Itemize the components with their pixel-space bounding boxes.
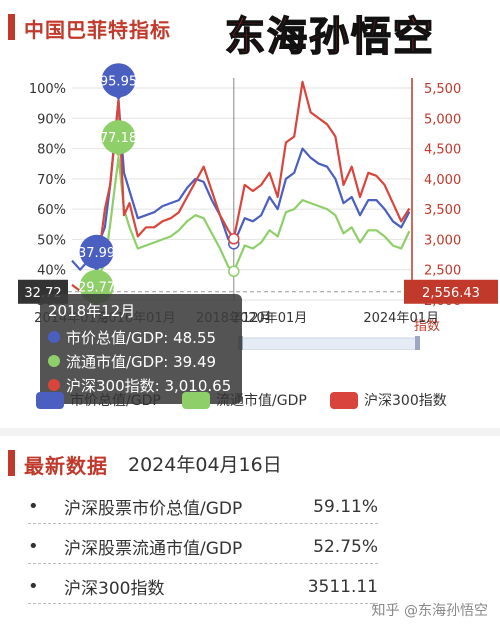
series-line [71, 80, 411, 292]
pin-marker [79, 234, 114, 269]
row-value: 3511.11 [307, 576, 378, 597]
y-left-tick-label: 50% [37, 233, 66, 248]
section-marker [8, 14, 15, 40]
row-label: 沪深股票市价总值/GDP [64, 499, 243, 519]
bullet-icon: • [28, 496, 39, 517]
x-tick-label: 2020年01月 [232, 311, 308, 326]
zoom-slider-handle-right [415, 336, 420, 350]
legend-label: 市价总值/GDP [70, 393, 161, 409]
row-label: 沪深股票流通市值/GDP [64, 539, 243, 559]
latest-date: 2024年04月16日 [128, 454, 282, 476]
y-right-pointer-label: 2,556.43 [422, 286, 480, 301]
legend-swatch-icon [330, 391, 358, 409]
zoom-slider-track [239, 337, 419, 350]
section-title: 中国巴菲特指标 [24, 18, 171, 42]
tooltip-row-float: 流通市值/GDP: 39.49 [48, 349, 234, 373]
row-label: 沪深300指数 [64, 579, 165, 599]
brand-title: 东海孙悟空 [224, 13, 435, 61]
legend-item-total-cap[interactable]: 市价总值/GDP [36, 390, 161, 410]
bullet-icon: • [28, 536, 39, 557]
y-left-tick-label: 100% [29, 82, 66, 97]
csi300-dot-icon [48, 379, 60, 391]
y-right-pointer-box [404, 279, 498, 304]
pin-marker [101, 63, 136, 98]
y-right-tick-label: 4,500 [424, 143, 461, 158]
bullet-icon: • [28, 576, 39, 597]
latest-data-header: 最新数据 2024年04月16日 [0, 448, 500, 478]
total-cap-dot-icon [48, 331, 60, 343]
y-left-tick-label: 80% [37, 143, 66, 158]
chart-legend: 市价总值/GDP 流通市值/GDP 沪深300指数 [0, 386, 500, 414]
watermark: 知乎 @东海孙悟空 [371, 603, 488, 619]
legend-swatch-icon [182, 391, 210, 409]
series-point [228, 265, 240, 278]
pin-marker [101, 120, 136, 155]
y-right-tick-label: 3,500 [424, 203, 461, 218]
float-cap-dot-icon [48, 355, 60, 367]
y-right-tick-label: 5,500 [424, 82, 461, 97]
pin-label: 37.99 [78, 246, 115, 261]
pin-label: 95.95 [100, 74, 137, 89]
chart-tooltip: 2018年12月 市价总值/GDP: 48.55 流通市值/GDP: 39.49… [40, 294, 242, 404]
row-value: 52.75% [313, 536, 378, 557]
pin-label: 29.77 [78, 281, 115, 296]
y-right-tick-label: 5,000 [424, 112, 461, 127]
y-right-tick-label: 2,500 [424, 264, 461, 279]
tooltip-row-label: 沪深300指数: 3,010.65 [66, 376, 232, 395]
tooltip-row-csi300: 沪深300指数: 3,010.65 [48, 373, 234, 397]
list-item: • 沪深股票流通市值/GDP 52.75% [28, 530, 378, 564]
section-divider [0, 428, 500, 436]
legend-item-csi300[interactable]: 沪深300指数 [330, 390, 447, 410]
y-right-tick-label: 3,000 [424, 233, 461, 248]
legend-swatch-icon [36, 391, 64, 409]
legend-label: 流通市值/GDP [216, 393, 307, 409]
x-tick-label: 2024年01月 [363, 311, 439, 326]
y-left-tick-label: 90% [37, 112, 66, 127]
y-left-tick-label: 60% [37, 203, 66, 218]
tooltip-row-label: 流通市值/GDP: 39.49 [66, 352, 217, 371]
series-point [228, 233, 240, 245]
pin-tip [88, 261, 105, 272]
y-right-axis-label: 指数 [414, 319, 440, 334]
list-item: • 沪深股票市价总值/GDP 59.11% [28, 490, 378, 524]
tooltip-row-total: 市价总值/GDP: 48.55 [48, 325, 234, 349]
tooltip-row-label: 市价总值/GDP: 48.55 [66, 328, 217, 347]
tooltip-title: 2018年12月 [48, 302, 136, 320]
section-marker [8, 450, 15, 476]
pin-label: 77.18 [100, 131, 137, 146]
legend-label: 沪深300指数 [364, 393, 447, 409]
y-left-tick-label: 70% [37, 173, 66, 188]
pin-tip [110, 90, 127, 101]
y-left-tick-label: 40% [37, 264, 66, 279]
row-value: 59.11% [313, 496, 378, 517]
list-item: • 沪深300指数 3511.11 [28, 570, 378, 604]
pin-tip [110, 147, 127, 158]
y-right-tick-label: 4,000 [424, 173, 461, 188]
chart-card: 中国巴菲特指标 东海孙悟空 30%40%50%60%70%80%90%100%2… [0, 13, 500, 414]
latest-title: 最新数据 [24, 454, 108, 478]
legend-item-float-cap[interactable]: 流通市值/GDP [182, 390, 307, 410]
